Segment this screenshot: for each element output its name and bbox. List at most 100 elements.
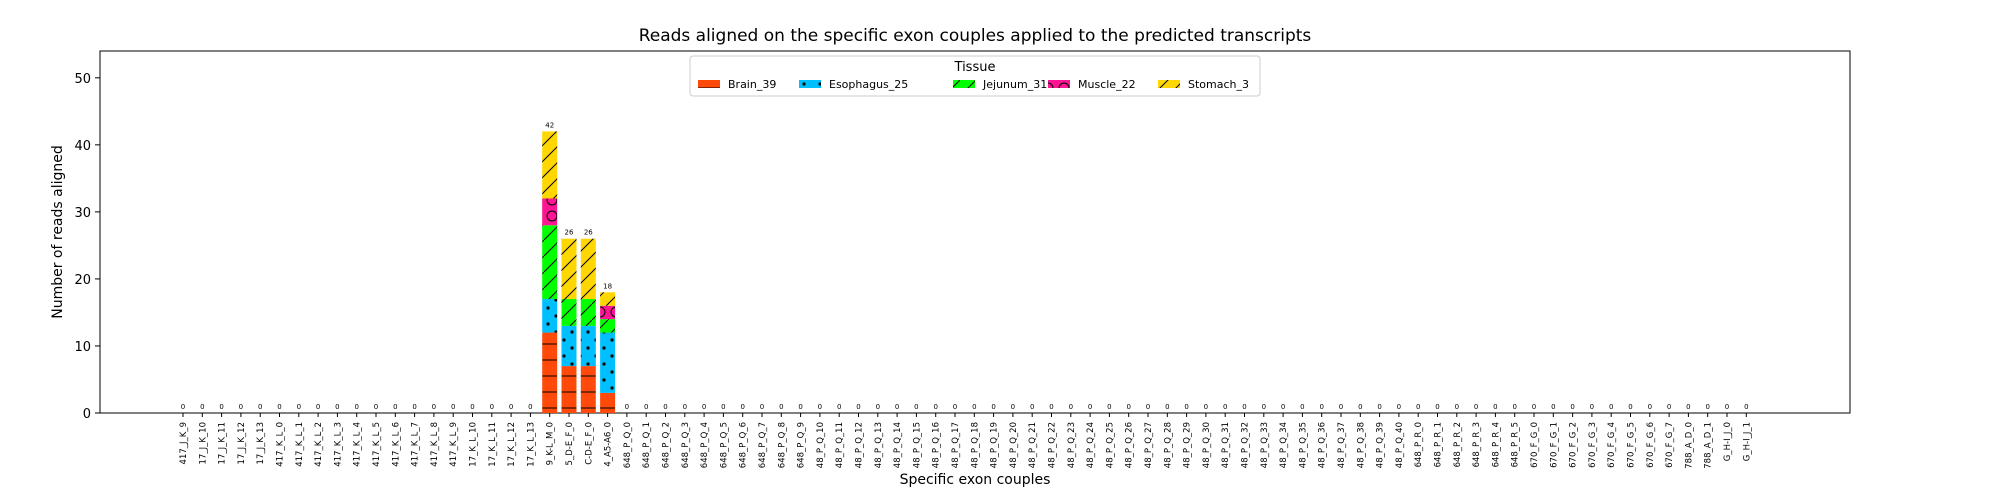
bar-total-label: 0	[837, 403, 841, 411]
bar-segment	[580, 299, 596, 326]
x-tick-label: 648_P_Q_5	[719, 422, 729, 468]
bar-total-label: 0	[1416, 403, 1420, 411]
bar-total-label: 0	[509, 403, 513, 411]
bar-total-label: 0	[972, 403, 976, 411]
bar-total-label: 0	[412, 403, 416, 411]
bar-total-label: 0	[1397, 403, 1401, 411]
x-tick-label: 417_K_L_5	[372, 422, 382, 467]
bar-segment	[600, 392, 616, 413]
x-tick-label: 48_P_Q_26	[1125, 422, 1135, 468]
bar-total-label: 0	[200, 403, 204, 411]
y-tick-label: 10	[74, 340, 91, 355]
bar-total-label: 0	[1223, 403, 1227, 411]
bar-total-label: 0	[1512, 403, 1516, 411]
x-tick-label: 788_A_D_1	[1704, 422, 1714, 469]
bars	[542, 131, 616, 413]
bar-segment	[561, 366, 577, 413]
legend-title: Tissue	[954, 60, 996, 75]
bar-total-label: 0	[374, 403, 378, 411]
bar-total-label: 0	[760, 403, 764, 411]
x-tick-label: 48_P_Q_25	[1105, 422, 1115, 468]
x-tick-label: 670_F_G_4	[1607, 422, 1617, 468]
bar-total-label: 0	[1590, 403, 1594, 411]
x-tick-label: 670_F_G_0	[1530, 422, 1540, 468]
bar-total-label: 0	[1628, 403, 1632, 411]
bar-total-label: 0	[1242, 403, 1246, 411]
x-tick-label: 648_P_R_2	[1453, 422, 1463, 467]
bar-total-label: 0	[1435, 403, 1439, 411]
bar-total-label: 0	[856, 403, 860, 411]
bar-total-label: 0	[1184, 403, 1188, 411]
x-tick-label: 48_P_Q_20	[1009, 422, 1019, 468]
x-tick-label: 48_P_Q_32	[1241, 422, 1251, 468]
x-tick-label: 4_A5-A6_0	[604, 422, 614, 467]
bar-total-label: 0	[1686, 403, 1690, 411]
y-axis-label: Number of reads aligned	[50, 145, 66, 319]
bar-total-label: 0	[239, 403, 243, 411]
bar-total-label: 0	[1705, 403, 1709, 411]
bar-total-label: 0	[277, 403, 281, 411]
bar-total-label: 0	[181, 403, 185, 411]
x-tick-label: 670_F_G_3	[1588, 422, 1598, 468]
x-tick-label: 48_P_Q_31	[1221, 422, 1231, 468]
y-tick-label: 40	[74, 139, 91, 154]
bar-total-label: 0	[1319, 403, 1323, 411]
x-tick-label: 648_P_R_0	[1414, 422, 1424, 467]
bar-segment	[580, 325, 596, 367]
bar-total-label: 0	[335, 403, 339, 411]
x-tick-label: 48_P_Q_22	[1048, 422, 1058, 468]
x-tick-label: 670_F_G_6	[1646, 422, 1656, 468]
x-tick-label: 48_P_Q_38	[1356, 422, 1366, 468]
bar-segment	[600, 305, 616, 320]
x-tick-label: 648_P_Q_9	[797, 422, 807, 468]
bar-total-label: 0	[663, 403, 667, 411]
x-tick-label: 48_P_Q_35	[1298, 422, 1308, 468]
y-tick-label: 0	[83, 407, 91, 422]
bar-total-label: 0	[895, 403, 899, 411]
x-tick-label: 17_J_K_10	[198, 422, 208, 464]
bar-total-label: 0	[953, 403, 957, 411]
bar-total-label: 0	[1107, 403, 1111, 411]
x-tick-label: 17_J_K_13	[256, 422, 266, 464]
x-tick-label: 417_K_L_6	[391, 422, 401, 467]
x-tick-label: 648_P_Q_6	[739, 422, 749, 468]
bar-total-label: 0	[1377, 403, 1381, 411]
legend-swatch	[799, 80, 821, 88]
x-tick-label: 648_P_R_3	[1472, 422, 1482, 467]
x-tick-label: 417_K_L_7	[411, 422, 421, 467]
bar-total-label: 0	[316, 403, 320, 411]
x-tick-label: 48_P_Q_12	[855, 422, 865, 468]
bar-total-label: 0	[1030, 403, 1034, 411]
legend-swatch	[698, 80, 720, 88]
x-tick-label: 48_P_Q_27	[1144, 422, 1154, 468]
legend-frame	[689, 55, 1261, 97]
legend-swatch	[1048, 80, 1070, 88]
x-tick-label: 648_P_Q_8	[777, 422, 787, 468]
bar-total-label: 0	[683, 403, 687, 411]
x-tick-label: 48_P_Q_28	[1163, 422, 1173, 468]
bar-total-label: 0	[1126, 403, 1130, 411]
legend-swatch	[953, 80, 975, 88]
x-tick-label: 17_J_K_11	[218, 422, 228, 464]
legend: Tissue Brain_39 Esophagus_25 Jejunum_31 Mus…	[689, 55, 1261, 97]
bar-total-label: 18	[603, 282, 612, 290]
x-tick-label: 48_P_Q_21	[1028, 422, 1038, 468]
bar-total-label: 0	[1281, 403, 1285, 411]
x-tick-label: 417_K_L_2	[314, 422, 324, 467]
x-tick-label: 417_K_L_0	[276, 422, 286, 467]
bar-total-label: 0	[1165, 403, 1169, 411]
bar-total-label: 0	[528, 403, 532, 411]
x-tick-label: G_H-I_J_0	[1723, 422, 1733, 461]
bar-total-label: 0	[1262, 403, 1266, 411]
x-tick-label: G_H-I_J_1	[1742, 422, 1752, 461]
bar-segment	[542, 198, 558, 226]
x-tick-label: 17_K_L_10	[469, 422, 479, 467]
x-tick-label: 17_K_L_11	[488, 422, 498, 467]
bar-total-label: 26	[584, 229, 593, 237]
bar-total-label: 0	[625, 403, 629, 411]
bar-total-label: 0	[1493, 403, 1497, 411]
bar-total-label: 0	[991, 403, 995, 411]
x-tick-label: 648_P_Q_2	[662, 422, 672, 468]
x-tick-label: 670_F_G_7	[1665, 422, 1675, 468]
